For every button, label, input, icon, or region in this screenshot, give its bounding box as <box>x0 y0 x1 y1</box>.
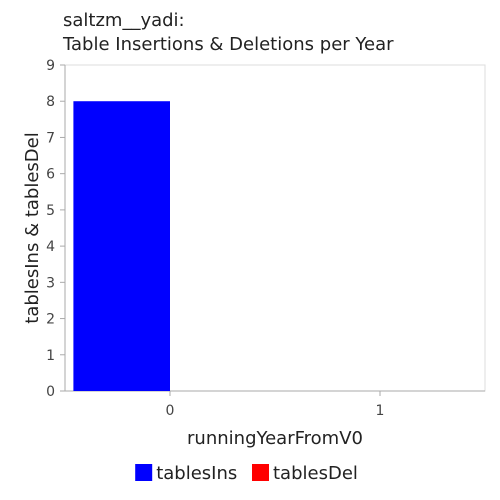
y-tick-label: 5 <box>46 203 55 219</box>
legend-swatch-tablesDel <box>252 464 269 481</box>
y-tick-label: 3 <box>46 275 55 291</box>
legend-label-tablesIns: tablesIns <box>156 463 237 484</box>
y-tick-label: 4 <box>46 239 55 255</box>
chart-title-line-1: saltzm__yadi: <box>63 10 185 31</box>
y-tick-label: 9 <box>46 58 55 74</box>
y-axis-label: tablesIns & tablesDel <box>22 132 43 323</box>
y-tick-label: 1 <box>46 348 55 364</box>
legend-swatch-tablesIns <box>135 464 153 481</box>
plot-area: 0 1 2 3 4 5 6 7 8 9 0 1 <box>46 58 486 419</box>
bar-tablesIns <box>73 101 170 391</box>
y-tick-label: 6 <box>46 167 55 183</box>
legend: tablesIns tablesDel <box>135 463 358 484</box>
x-tick-label: 0 <box>166 403 175 419</box>
x-tick-label: 1 <box>376 403 385 419</box>
y-tick-label: 0 <box>46 384 55 400</box>
y-tick-label: 2 <box>46 312 55 328</box>
legend-label-tablesDel: tablesDel <box>273 463 358 484</box>
chart-title-line-2: Table Insertions & Deletions per Year <box>62 34 394 55</box>
x-axis-label: runningYearFromV0 <box>187 428 363 449</box>
y-tick-label: 8 <box>46 94 55 110</box>
y-tick-label: 7 <box>46 130 55 146</box>
